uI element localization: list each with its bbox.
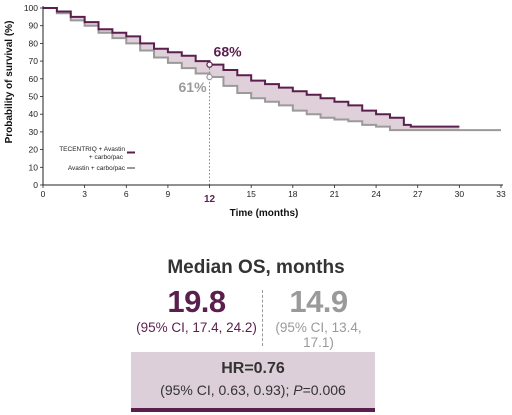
marker-61-percent xyxy=(206,73,213,81)
tecentriq-avastin-curve xyxy=(43,7,460,128)
median-os-title: Median OS, months xyxy=(167,257,345,278)
y-axis-title: Probability of survival (%) xyxy=(4,21,15,144)
hazard-ratio-ci: (95% CI, 0.63, 0.93); P=0.006 xyxy=(131,382,375,398)
median-os-value-tecentriq: 19.8 xyxy=(167,284,226,319)
p-value-symbol: P xyxy=(293,382,303,398)
x-tick-label: 0 xyxy=(41,189,46,199)
y-tick-label: 0 xyxy=(33,180,38,190)
x-tick-label: 27 xyxy=(413,189,423,199)
p-value: =0.006 xyxy=(302,382,346,398)
legend: TECENTRIQ + Avastin+ carbo/pac Avastin + … xyxy=(59,146,135,172)
y-tick-label: 70 xyxy=(29,56,39,66)
survival-difference-area xyxy=(43,8,460,131)
hazard-ratio-box: HR=0.76 (95% CI, 0.63, 0.93); P=0.006 xyxy=(131,352,375,412)
legend-label-tecentriq-line2: + carbo/pac xyxy=(89,154,124,161)
median-os-ci-avastin: (95% CI, 13.4, 17.1) xyxy=(275,320,362,350)
x-tick-label-highlight: 12 xyxy=(204,194,216,205)
y-tick-label: 50 xyxy=(29,92,39,102)
x-tick-label: 3 xyxy=(82,189,87,199)
y-tick-label: 30 xyxy=(29,127,39,137)
annotation-layer: 68% 61% xyxy=(179,44,243,95)
median-os-left: 19.8 (95% CI, 17.4, 24.2) xyxy=(131,284,262,336)
x-tick-label: 9 xyxy=(166,189,171,199)
median-os-value-avastin: 14.9 xyxy=(289,284,348,319)
y-tick-label: 90 xyxy=(29,21,39,31)
median-os-ci-tecentriq: (95% CI, 17.4, 24.2) xyxy=(136,320,257,335)
annotation-68-percent: 68% xyxy=(214,44,243,60)
marker-68-percent xyxy=(206,61,213,68)
median-os-right: 14.9 (95% CI, 13.4, 17.1) xyxy=(262,284,375,351)
x-tick-label: 33 xyxy=(496,189,506,199)
x-tick-label: 30 xyxy=(455,189,465,199)
x-tick-label: 15 xyxy=(246,189,256,199)
hazard-ratio-title: HR=0.76 xyxy=(221,360,285,377)
y-tick-label: 60 xyxy=(29,74,39,84)
km-survival-chart: 0 10 20 30 40 50 60 70 80 90 100 0 3 6 9 15 18 21 24 27 30 33… xyxy=(4,3,506,219)
legend-label-avastin: Avastin + carbo/pac xyxy=(68,165,126,172)
annotation-61-percent: 61% xyxy=(179,79,208,95)
legend-label-tecentriq: TECENTRIQ + Avastin xyxy=(59,146,125,153)
x-tick-label: 24 xyxy=(371,189,381,199)
x-tick-label: 21 xyxy=(330,189,340,199)
median-divider xyxy=(262,290,263,346)
axis-layer: 0 10 20 30 40 50 60 70 80 90 100 0 3 6 9 15 18 21 24 27 30 33… xyxy=(24,3,506,205)
avastin-carbo-pac-curve xyxy=(43,7,501,132)
y-tick-label: 20 xyxy=(29,145,39,155)
difference-shading xyxy=(43,8,460,131)
x-tick-label: 6 xyxy=(124,189,129,199)
x-tick-label: 18 xyxy=(288,189,298,199)
y-tick-label: 40 xyxy=(29,109,39,119)
y-tick-label: 80 xyxy=(29,38,39,48)
series-layer xyxy=(43,7,501,132)
y-tick-label: 10 xyxy=(29,162,39,172)
hazard-ratio-ci-text: (95% CI, 0.63, 0.93); xyxy=(160,382,294,398)
y-tick-label: 100 xyxy=(24,3,38,13)
x-axis-title: Time (months) xyxy=(230,208,299,219)
